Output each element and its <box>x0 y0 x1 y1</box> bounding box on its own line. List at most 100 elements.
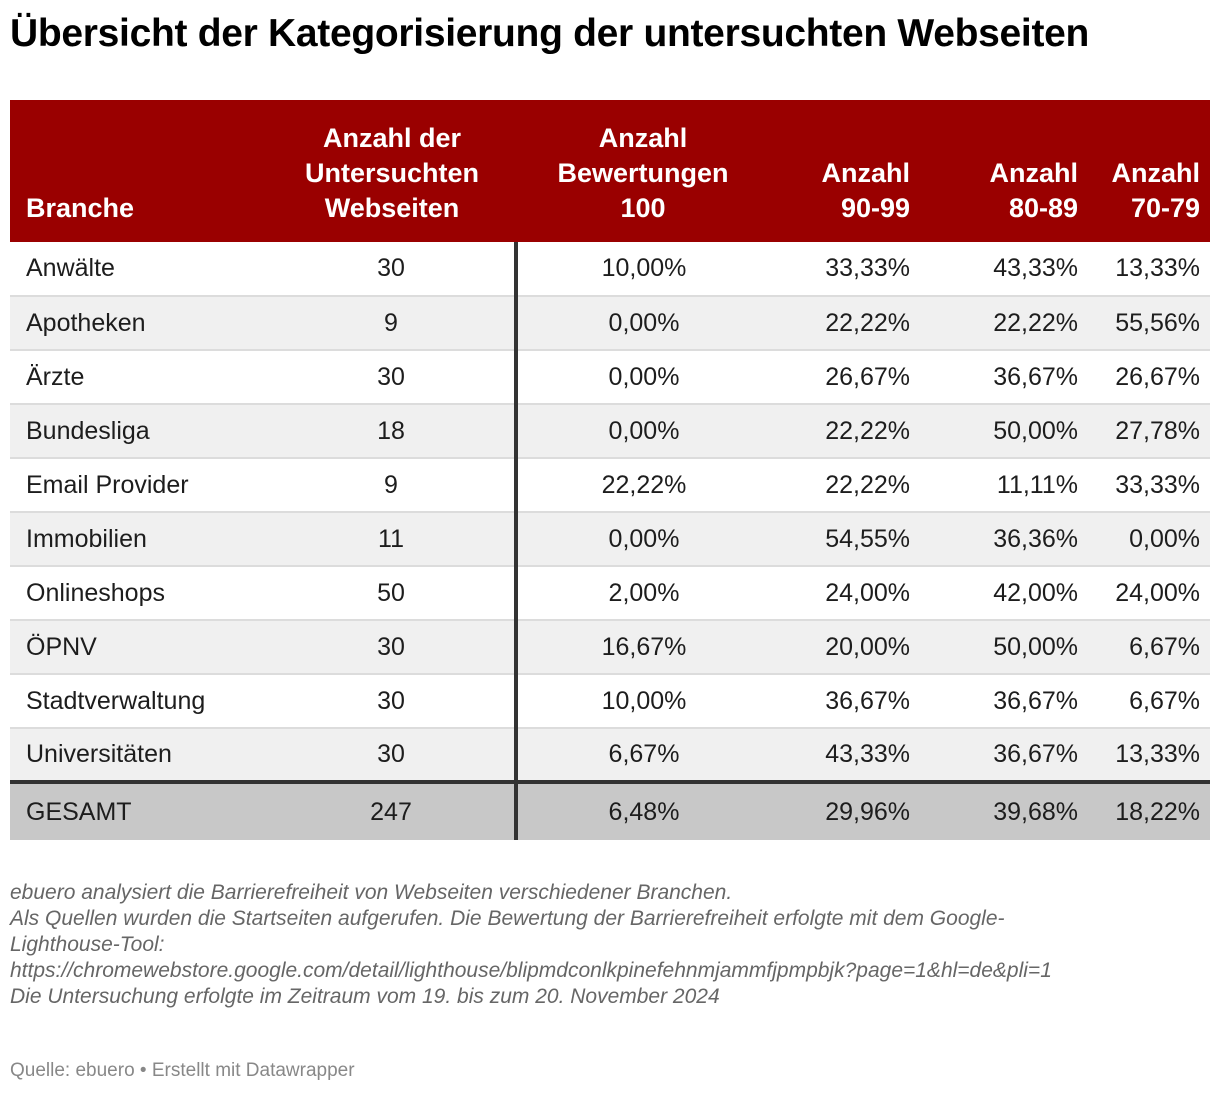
column-header-line: 100 <box>620 193 666 223</box>
note-line: ebuero analysiert die Barrierefreiheit v… <box>10 881 733 904</box>
column-header-line: Anzahl <box>598 123 688 153</box>
note-line: Lighthouse-Tool: <box>10 933 165 956</box>
table-cell: 10,00% <box>516 674 770 729</box>
table-cell: 0,00% <box>516 350 770 405</box>
table-cell: Onlineshops <box>10 566 268 621</box>
column-header-line: Branche <box>26 193 135 223</box>
column-header-5: Anzahl 70-79 <box>1088 100 1210 242</box>
table-cell: 9 <box>268 296 518 351</box>
table-cell: 55,56% <box>1088 296 1210 351</box>
table-cell: 10,00% <box>516 242 770 297</box>
total-cell: 247 <box>268 782 518 840</box>
total-cell: 6,48% <box>516 782 770 840</box>
table-cell: Stadtverwaltung <box>10 674 268 729</box>
table-cell: 2,00% <box>516 566 770 621</box>
table-cell: ÖPNV <box>10 620 268 675</box>
table-footer: GESAMT 247 6,48% 29,96% 39,68% 18,22% <box>10 782 1210 840</box>
table-cell: 50 <box>268 566 518 621</box>
table-row: Apotheken 9 0,00% 22,22% 22,22% 55,56% <box>10 296 1210 351</box>
total-cell: GESAMT <box>10 782 268 840</box>
table-cell: 22,22% <box>770 296 920 351</box>
column-header-line: Anzahl <box>821 158 910 188</box>
table-cell: 22,22% <box>516 458 770 513</box>
table-cell: 30 <box>268 350 518 405</box>
header-row: Branche Anzahl der Untersuchten Webseiten An… <box>10 100 1210 242</box>
note-line: https://chromewebstore.google.com/detail… <box>10 959 1052 982</box>
table-cell: 0,00% <box>516 296 770 351</box>
table-cell: 22,22% <box>770 404 920 459</box>
notes: ebuero analysiert die Barrierefreiheit v… <box>10 880 1210 1010</box>
table-cell: 50,00% <box>920 620 1088 675</box>
column-header-3: Anzahl 90-99 <box>770 100 920 242</box>
table-cell: 16,67% <box>516 620 770 675</box>
table-cell: 36,36% <box>920 512 1088 567</box>
table-cell: Universitäten <box>10 728 268 784</box>
table-cell: 33,33% <box>1088 458 1210 513</box>
total-cell: 18,22% <box>1088 782 1210 840</box>
column-header-line: 70-79 <box>1130 193 1200 223</box>
table-cell: 6,67% <box>1088 674 1210 729</box>
table-cell: 24,00% <box>770 566 920 621</box>
table-cell: 26,67% <box>1088 350 1210 405</box>
table-row: Anwälte 30 10,00% 33,33% 43,33% 13,33% <box>10 242 1210 297</box>
total-cell: 39,68% <box>920 782 1088 840</box>
table-cell: 11 <box>268 512 518 567</box>
table-row: Onlineshops 50 2,00% 24,00% 42,00% 24,00% <box>10 566 1210 621</box>
table-row: ÖPNV 30 16,67% 20,00% 50,00% 6,67% <box>10 620 1210 675</box>
table-cell: 9 <box>268 458 518 513</box>
table-cell: 36,67% <box>920 728 1088 784</box>
table-cell: 0,00% <box>1088 512 1210 567</box>
table-row: Universitäten 30 6,67% 43,33% 36,67% 13,33% <box>10 728 1210 784</box>
table-cell: 36,67% <box>920 674 1088 729</box>
table-cell: 20,00% <box>770 620 920 675</box>
table-cell: 6,67% <box>1088 620 1210 675</box>
table-cell: Email Provider <box>10 458 268 513</box>
table-row: Ärzte 30 0,00% 26,67% 36,67% 26,67% <box>10 350 1210 405</box>
table-cell: 22,22% <box>920 296 1088 351</box>
table-cell: 30 <box>268 620 518 675</box>
table-row: Email Provider 9 22,22% 22,22% 11,11% 33,33% <box>10 458 1210 513</box>
total-cell: 29,96% <box>770 782 920 840</box>
table-cell: 43,33% <box>770 728 920 784</box>
total-row: GESAMT 247 6,48% 29,96% 39,68% 18,22% <box>10 782 1210 840</box>
column-header-line: Anzahl der <box>322 123 462 153</box>
table-cell: Ärzte <box>10 350 268 405</box>
table-row: Bundesliga 18 0,00% 22,22% 50,00% 27,78% <box>10 404 1210 459</box>
table-cell: 54,55% <box>770 512 920 567</box>
column-header-line: Bewertungen <box>557 158 729 188</box>
table-cell: Anwälte <box>10 242 268 297</box>
table-cell: 18 <box>268 404 518 459</box>
table-cell: 6,67% <box>516 728 770 784</box>
table-cell: 30 <box>268 242 518 297</box>
table-cell: Bundesliga <box>10 404 268 459</box>
table-cell: 36,67% <box>920 350 1088 405</box>
table-cell: 27,78% <box>1088 404 1210 459</box>
table-cell: Apotheken <box>10 296 268 351</box>
table-cell: 0,00% <box>516 404 770 459</box>
table-cell: 30 <box>268 728 518 784</box>
table-row: Stadtverwaltung 30 10,00% 36,67% 36,67% 6,67% <box>10 674 1210 729</box>
column-header-line: 90-99 <box>840 193 910 223</box>
source-line: Quelle: ebuero • Erstellt mit Datawrappe… <box>10 1060 355 1081</box>
table-row: Immobilien 11 0,00% 54,55% 36,36% 0,00% <box>10 512 1210 567</box>
table-cell: 22,22% <box>770 458 920 513</box>
table-cell: 13,33% <box>1088 242 1210 297</box>
chart-title: Übersicht der Kategorisierung der unters… <box>10 12 1090 55</box>
table-cell: 26,67% <box>770 350 920 405</box>
table-cell: 42,00% <box>920 566 1088 621</box>
data-table: Branche Anzahl der Untersuchten Webseiten An… <box>10 100 1210 840</box>
table-cell: 0,00% <box>516 512 770 567</box>
table-cell: 24,00% <box>1088 566 1210 621</box>
column-header-2: Anzahl Bewertungen 100 <box>516 100 770 242</box>
table-cell: 50,00% <box>920 404 1088 459</box>
table-cell: 11,11% <box>920 458 1088 513</box>
column-header-line: Webseiten <box>324 193 460 223</box>
table-cell: 36,67% <box>770 674 920 729</box>
table-cell: 13,33% <box>1088 728 1210 784</box>
table-cell: 33,33% <box>770 242 920 297</box>
column-header-4: Anzahl 80-89 <box>920 100 1088 242</box>
column-header-line: Anzahl <box>1111 158 1200 188</box>
note-line: Die Untersuchung erfolgte im Zeitraum vo… <box>10 985 720 1008</box>
column-header-line: Untersuchten <box>304 158 480 188</box>
table-cell: 43,33% <box>920 242 1088 297</box>
